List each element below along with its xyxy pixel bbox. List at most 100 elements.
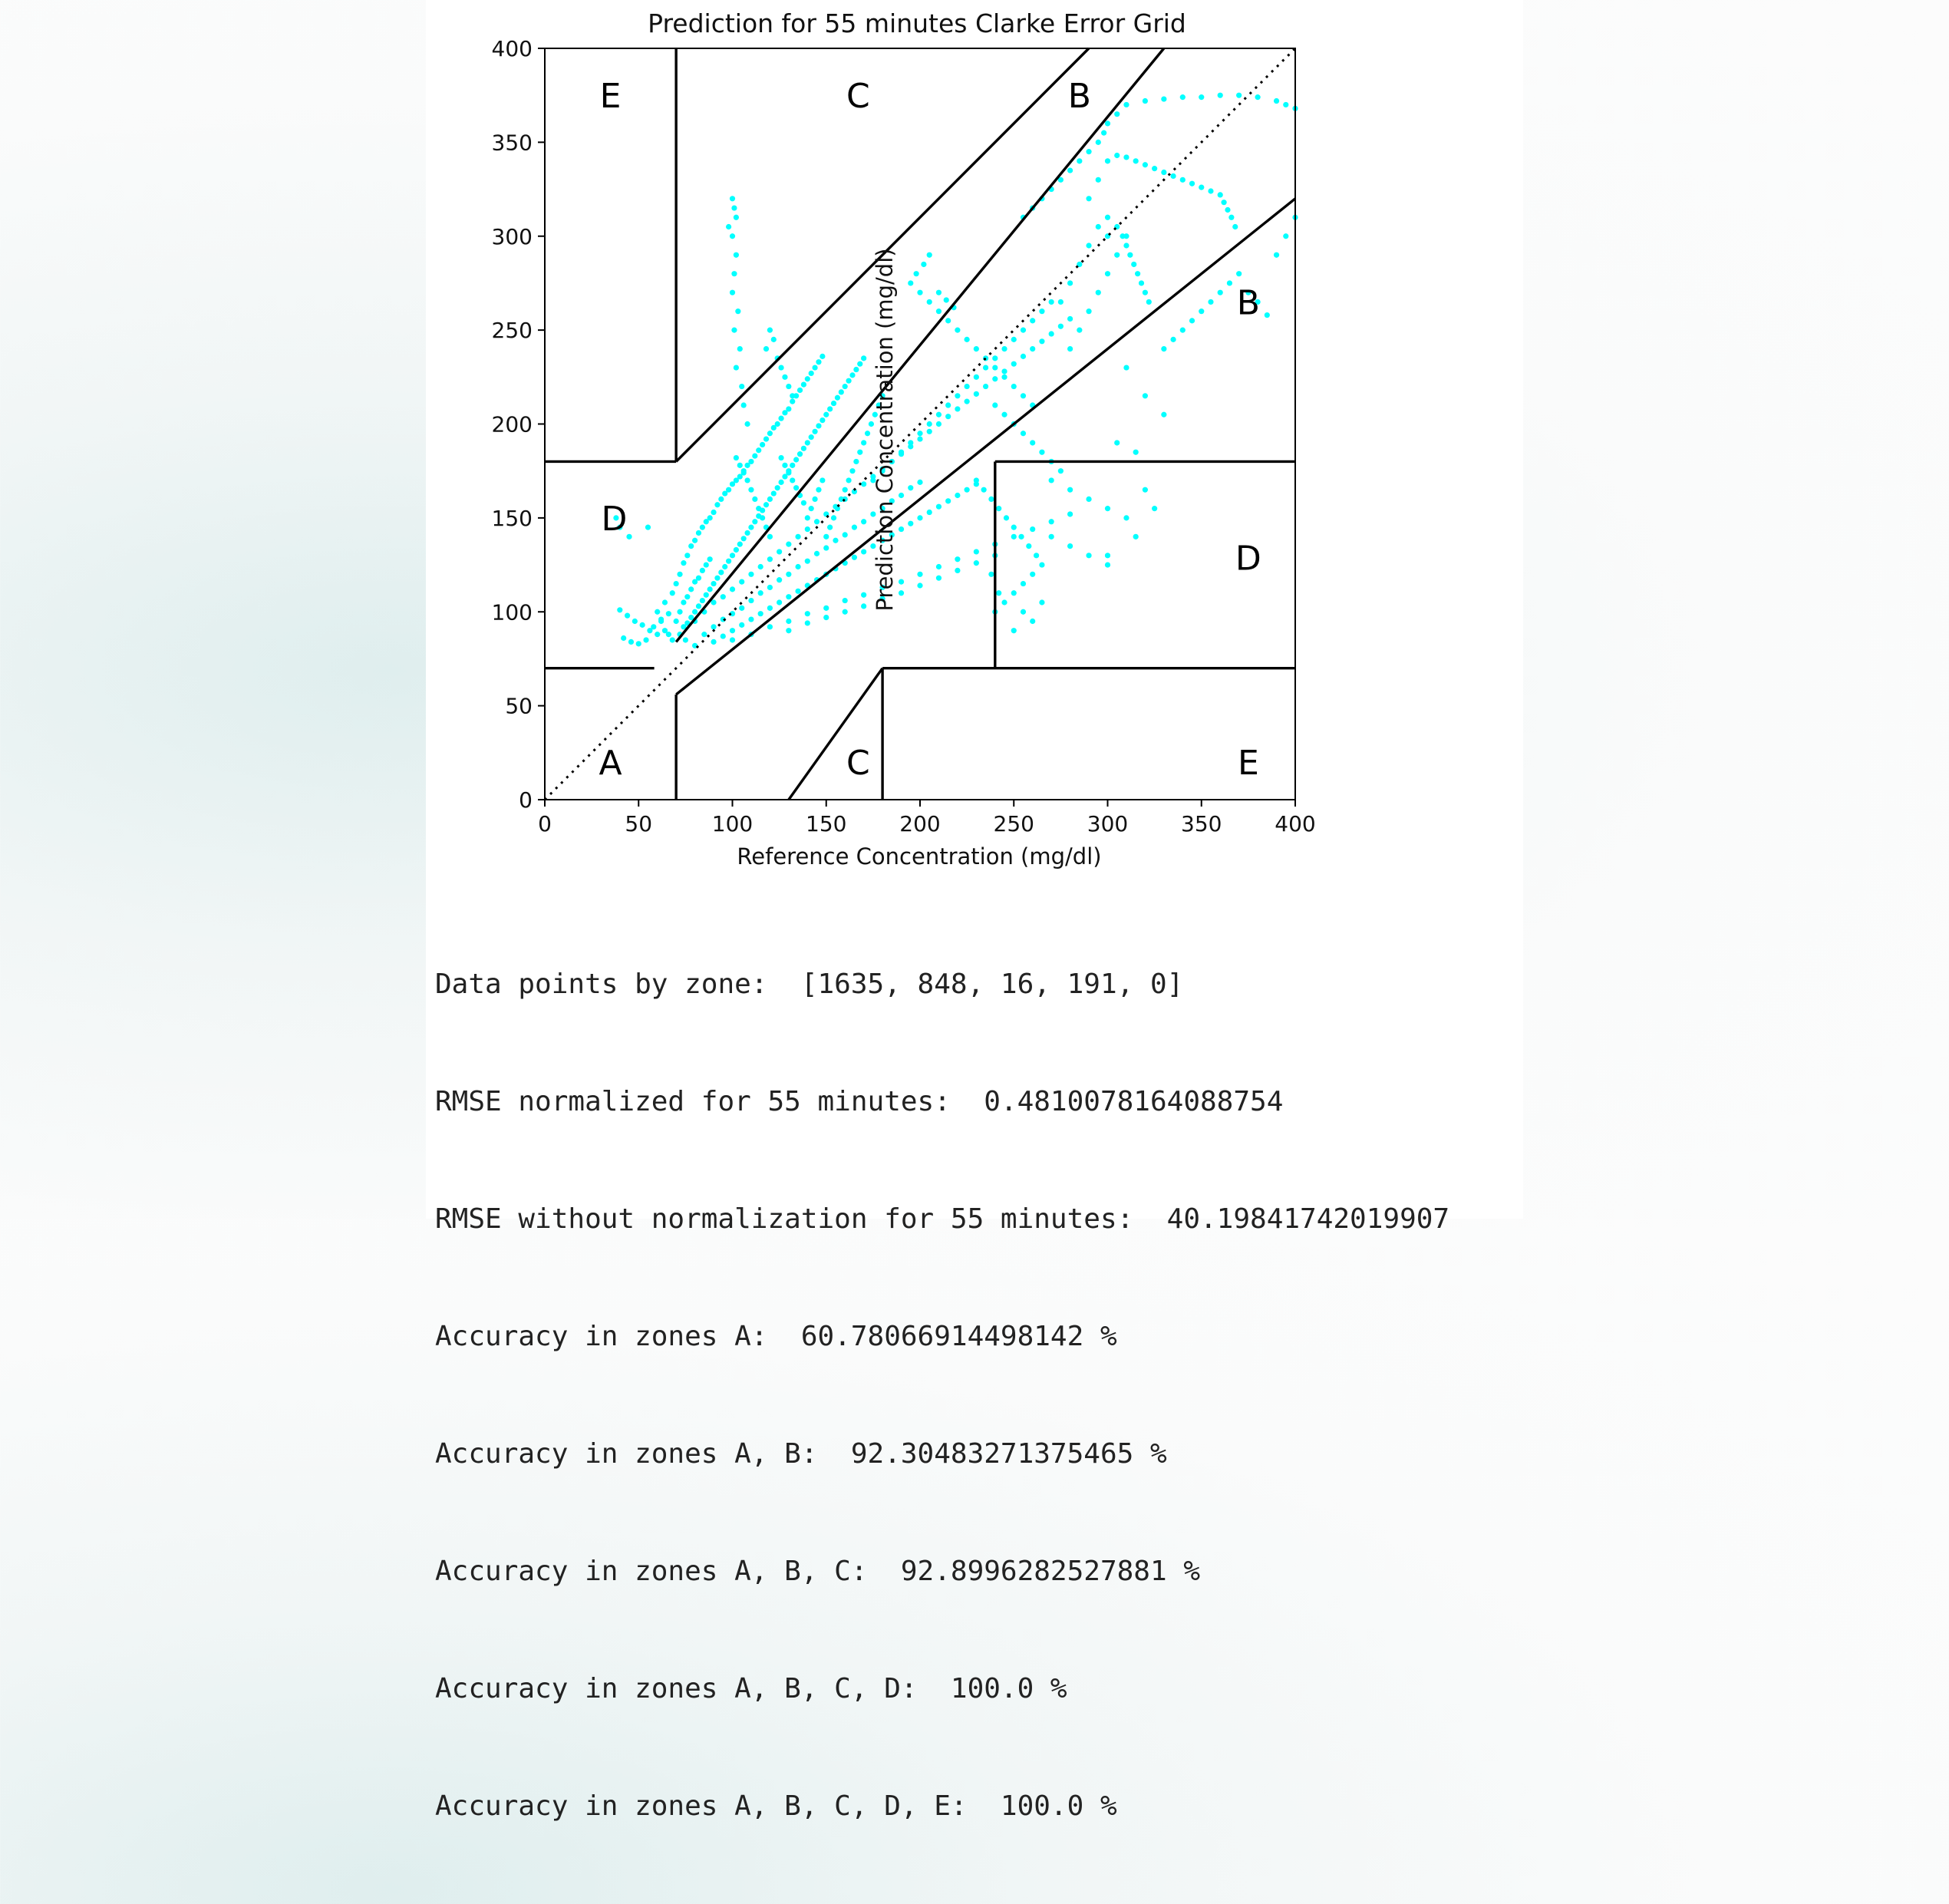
data-point (804, 526, 810, 533)
data-point (820, 477, 826, 483)
data-point (1048, 477, 1054, 483)
data-point (1142, 289, 1148, 295)
data-point (739, 579, 745, 585)
data-point (655, 609, 661, 615)
data-point (992, 402, 998, 408)
zone-counts-line: Data points by zone: [1635, 848, 16, 191… (435, 968, 1184, 1000)
data-point (1086, 309, 1092, 315)
data-point (786, 470, 792, 476)
zone-boundaries (543, 47, 1297, 801)
data-point (908, 485, 914, 491)
data-point (739, 622, 745, 628)
data-point (757, 590, 763, 596)
data-point (701, 632, 707, 638)
data-point (992, 376, 998, 382)
data-point (842, 609, 848, 615)
data-point (790, 393, 796, 399)
data-point (1057, 299, 1064, 305)
data-point (804, 558, 810, 564)
data-point (624, 612, 631, 619)
data-point (786, 571, 792, 577)
data-point (1104, 271, 1111, 277)
data-point (1039, 599, 1045, 606)
data-point (861, 549, 867, 555)
data-point (1011, 336, 1017, 342)
data-point (795, 563, 801, 570)
data-point (1048, 519, 1054, 525)
data-point (842, 383, 848, 390)
data-point (870, 543, 876, 549)
data-point (737, 346, 743, 352)
data-point (796, 451, 803, 457)
data-point (1030, 526, 1036, 533)
data-point (943, 297, 949, 303)
data-point (639, 622, 645, 628)
data-point (935, 421, 942, 427)
data-point (823, 533, 829, 540)
data-point (851, 489, 858, 495)
data-point (898, 579, 905, 585)
data-point (661, 599, 668, 606)
x-tick-label: 0 (538, 811, 552, 837)
zone-label: B (1068, 77, 1091, 116)
data-point (1226, 280, 1233, 286)
data-point (1199, 309, 1205, 315)
data-point (926, 299, 932, 305)
data-point (767, 431, 773, 437)
y-tick-label: 0 (519, 787, 533, 813)
data-point (778, 415, 784, 421)
notebook-output-panel: E C B D B D A C E 0 50 100 150 200 250 300 350 400 0 50 100… (426, 0, 1523, 1822)
data-point (1067, 346, 1073, 352)
data-point (695, 530, 702, 536)
data-point (945, 498, 951, 504)
data-point (842, 532, 848, 538)
data-point (1067, 315, 1073, 322)
data-point (851, 554, 858, 560)
data-point (1001, 374, 1007, 380)
data-point (898, 590, 905, 596)
data-point (955, 567, 961, 574)
data-point (1011, 533, 1017, 540)
data-point (681, 599, 687, 606)
data-point (1123, 515, 1129, 521)
clarke-error-grid-chart: E C B D B D A C E 0 50 100 150 200 250 300 350 400 0 50 100… (492, 8, 1316, 870)
data-point (707, 556, 713, 563)
data-point (926, 509, 932, 516)
zone-boundary-line (787, 667, 884, 800)
data-point (756, 447, 762, 454)
data-point (935, 309, 942, 315)
data-point (823, 411, 829, 417)
data-point (861, 355, 867, 361)
data-point (617, 524, 623, 530)
data-point (1133, 158, 1139, 164)
data-point (868, 421, 875, 427)
data-point (1245, 289, 1252, 295)
data-point (1067, 280, 1073, 286)
y-tick-label: 250 (492, 318, 533, 343)
data-point (834, 394, 841, 401)
data-point (973, 549, 979, 555)
data-point (889, 498, 895, 504)
data-point (1011, 383, 1017, 390)
data-point (1086, 243, 1092, 249)
x-tick-label: 100 (712, 811, 753, 837)
data-point (813, 519, 820, 525)
data-point (1104, 553, 1111, 559)
data-point (1161, 411, 1167, 417)
data-point (744, 462, 750, 468)
data-point (812, 428, 818, 434)
data-point (827, 524, 833, 530)
data-point (692, 579, 698, 585)
data-point (1135, 271, 1141, 277)
data-point (737, 474, 743, 480)
data-point (763, 346, 770, 352)
data-point (1179, 327, 1186, 333)
data-point (748, 597, 754, 604)
data-point (752, 453, 758, 459)
data-point (973, 374, 979, 380)
data-point (1179, 177, 1186, 183)
data-point (767, 624, 773, 630)
data-point (898, 492, 905, 499)
data-point (1161, 96, 1167, 102)
data-point (626, 533, 632, 540)
